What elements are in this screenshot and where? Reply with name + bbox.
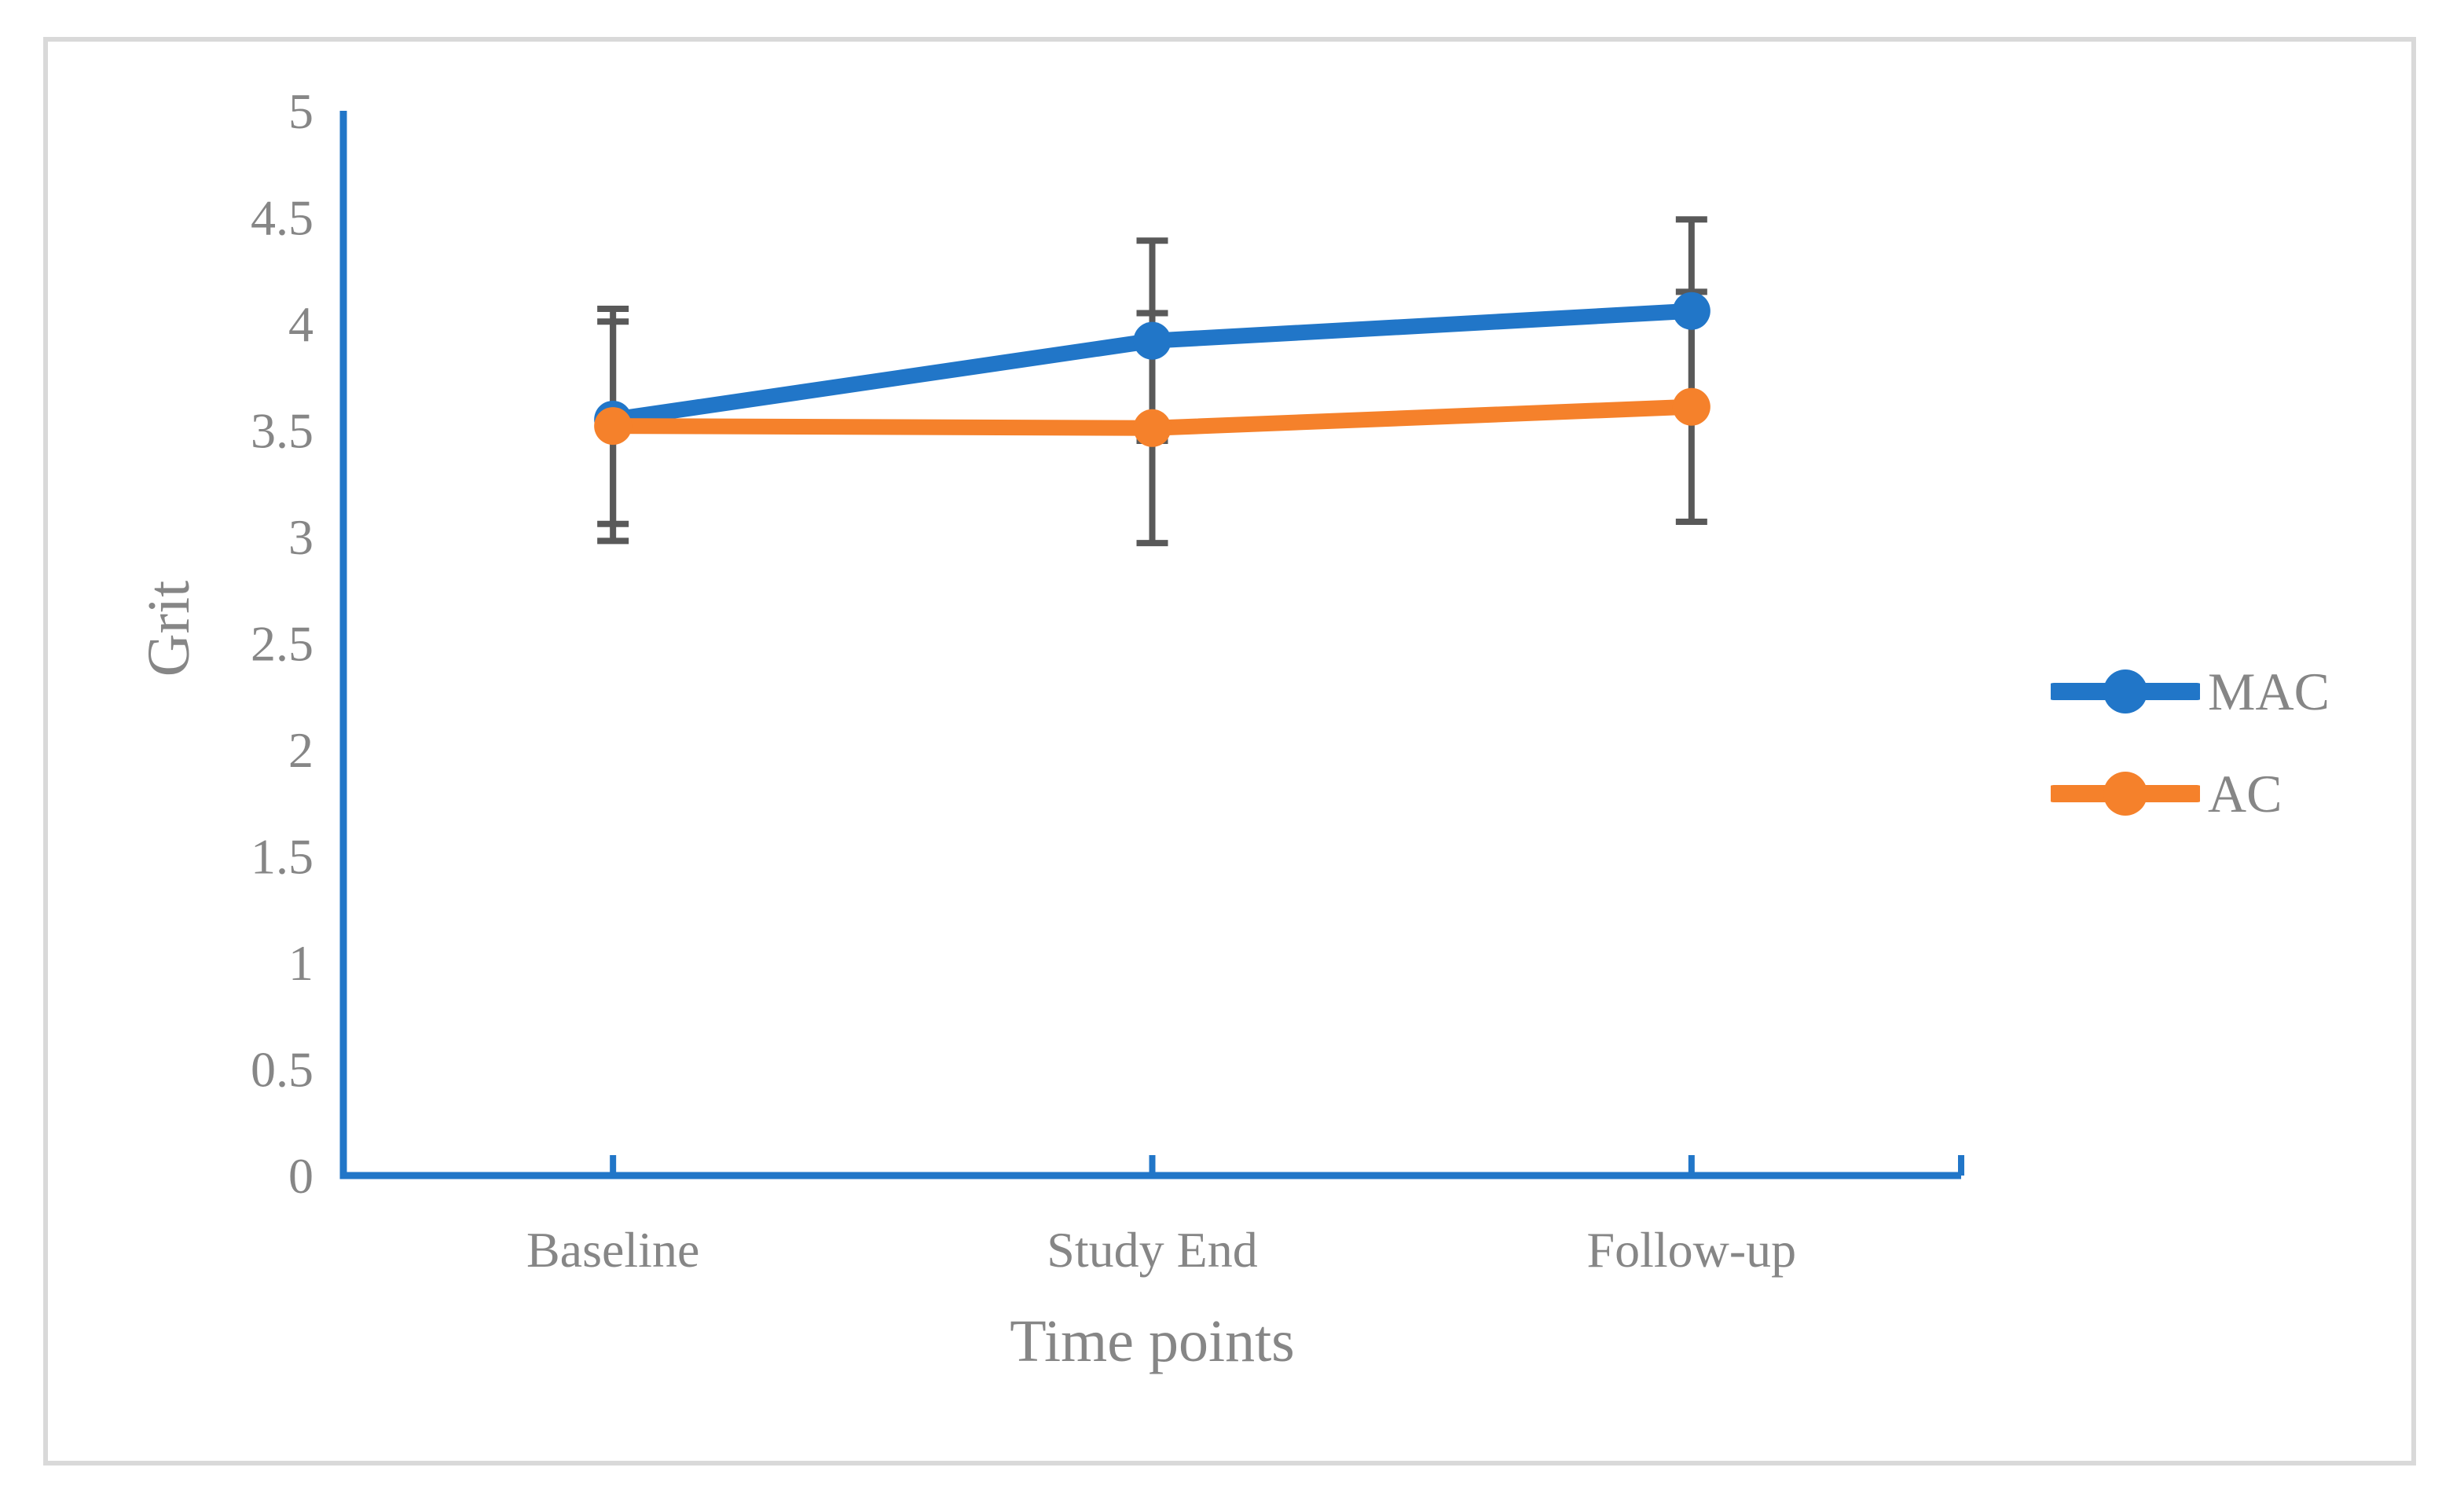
legend-item-mac: MAC [2051,660,2330,723]
ac-series-sample-icon [2051,772,2200,816]
y-tick-label-0: 0 [288,1148,314,1204]
y-tick-label-2.5: 2.5 [251,616,314,672]
y-tick-label-4.5: 4.5 [251,190,314,246]
mac-marker-1 [1133,321,1172,360]
y-tick-label-1: 1 [288,935,314,991]
y-tick-label-5: 5 [288,83,314,139]
y-tick-label-0.5: 0.5 [251,1042,314,1098]
y-tick-label-1.5: 1.5 [251,829,314,885]
ac-marker-1 [1133,409,1172,447]
ac-marker-0 [594,407,632,446]
y-tick-label-3.5: 3.5 [251,403,314,459]
legend-label-ac: AC [2208,764,2282,824]
legend-label-mac: MAC [2208,662,2330,721]
x-tick-label-2: Follow-up [1586,1222,1796,1278]
mac-series-sample-icon [2051,669,2200,713]
legend-item-ac: AC [2051,762,2282,825]
ac-marker-2 [1672,387,1710,426]
y-axis-title: Grit [136,580,202,677]
figure-border [43,37,2416,1465]
y-tick-label-2: 2 [288,722,314,778]
x-tick-label-1: Study End [1047,1222,1257,1278]
mac-marker-2 [1672,292,1710,330]
y-tick-label-4: 4 [288,296,314,352]
y-tick-label-3: 3 [288,509,314,565]
x-axis-title: Time points [1010,1308,1295,1374]
x-tick-label-0: Baseline [526,1222,699,1278]
